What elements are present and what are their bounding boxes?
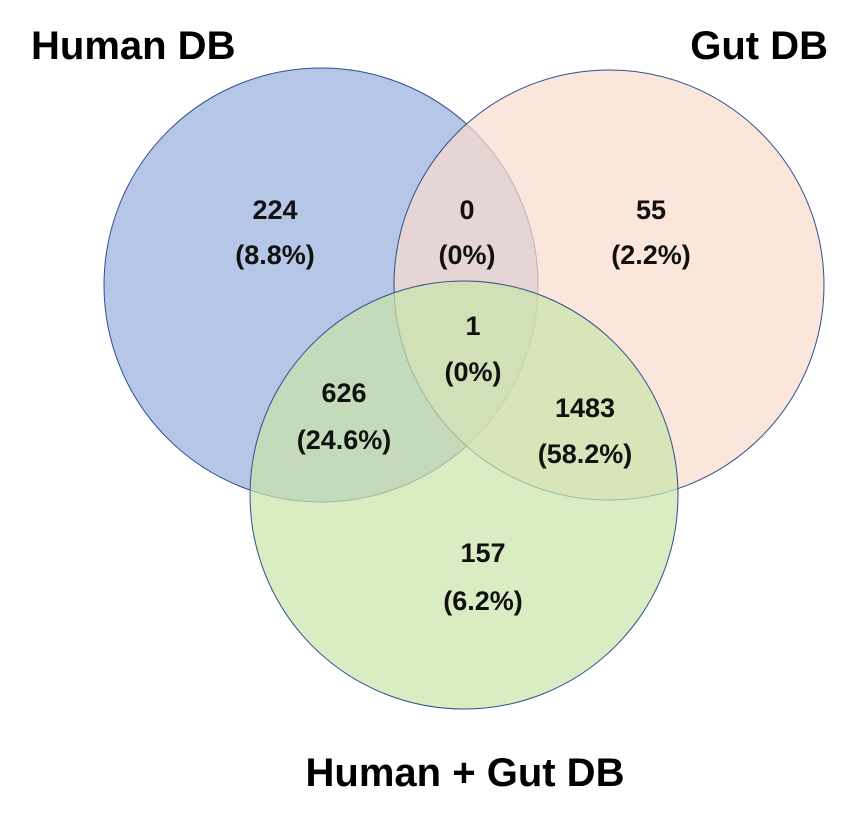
gut-only-count: 55 [636,195,666,225]
combined-only-percent: (6.2%) [443,586,523,616]
all-three-overlap-percent: (0%) [444,357,501,387]
human-only-count: 224 [252,195,297,225]
gut-only-percent: (2.2%) [611,240,691,270]
human-gut-overlap-percent: (0%) [438,240,495,270]
human-only-percent: (8.8%) [235,240,315,270]
human-combined-overlap-percent: (24.6%) [297,425,392,455]
human-db-title: Human DB [31,24,235,68]
human-combined-overlap-count: 626 [321,378,366,408]
gut-db-title: Gut DB [690,24,828,68]
gut-combined-overlap-percent: (58.2%) [538,439,633,469]
gut-combined-overlap-count: 1483 [555,393,615,423]
combined-only-count: 157 [460,538,505,568]
all-three-overlap-count: 1 [465,311,480,341]
human-gut-db-title: Human + Gut DB [306,751,625,795]
human-gut-db-circle [249,280,679,710]
human-gut-overlap-count: 0 [459,195,474,225]
